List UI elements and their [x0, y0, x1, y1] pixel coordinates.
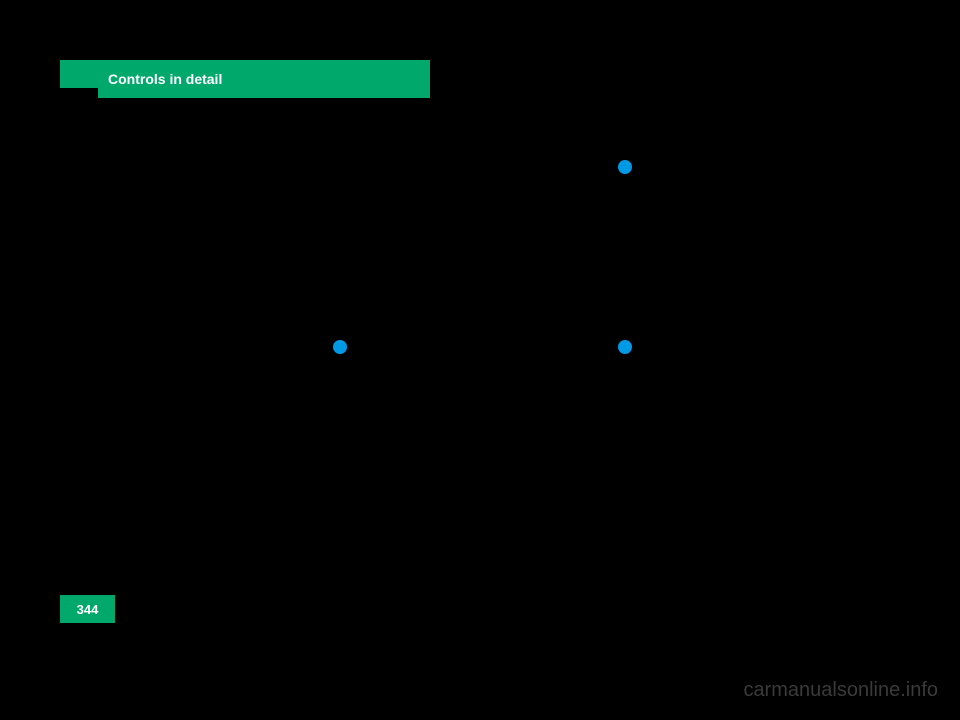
page-number: 344	[77, 602, 99, 617]
header-title: Controls in detail	[108, 71, 222, 87]
header-bar: Controls in detail	[60, 60, 430, 98]
bullet-icon	[618, 160, 632, 174]
bullet-icon	[333, 340, 347, 354]
page-number-box: 344	[60, 595, 115, 623]
bullet-icon	[618, 340, 632, 354]
header-notch	[60, 88, 98, 98]
watermark-text: carmanualsonline.info	[743, 679, 938, 702]
